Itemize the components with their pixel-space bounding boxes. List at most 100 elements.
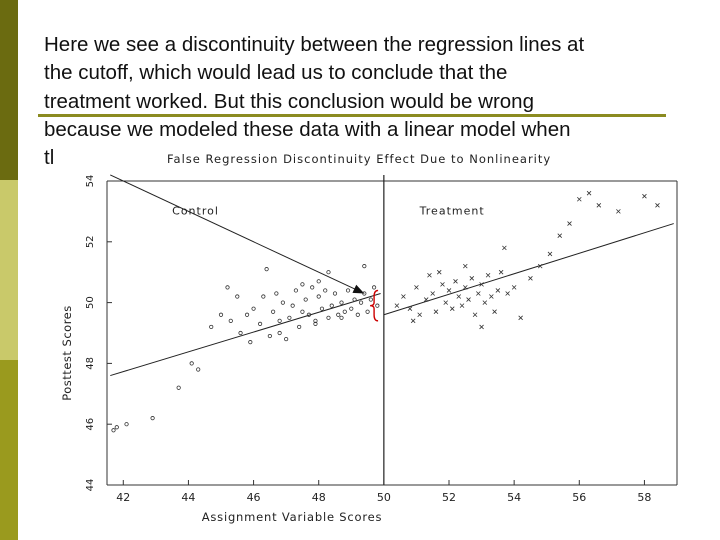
data-point-treatment [547, 251, 553, 257]
x-tick-label: 46 [247, 491, 261, 504]
data-point-control [300, 309, 305, 314]
x-tick-label: 50 [377, 491, 391, 504]
data-point-treatment [453, 279, 458, 284]
x-axis-label: Assignment Variable Scores [202, 510, 383, 524]
data-point-control [196, 367, 201, 372]
regression-line [110, 293, 381, 377]
data-point-control [313, 321, 318, 326]
data-point-control [316, 294, 321, 299]
x-tick-label: 58 [637, 491, 651, 504]
data-point-treatment [616, 209, 621, 214]
data-point-control [336, 312, 341, 317]
data-point-control [306, 312, 312, 317]
data-point-treatment [596, 203, 602, 208]
data-point-control [352, 297, 357, 302]
data-point-treatment [567, 221, 572, 226]
data-point-treatment [459, 303, 465, 308]
data-point-control [329, 303, 334, 308]
data-point-treatment [469, 275, 475, 281]
data-point-control [235, 294, 240, 299]
annotation-arrow-line [110, 174, 365, 294]
data-point-control [274, 291, 279, 296]
data-point-treatment [485, 272, 491, 278]
data-point-treatment [463, 285, 468, 290]
data-point-control [316, 279, 321, 284]
slide-sidebar [0, 0, 18, 540]
data-point-control [345, 288, 351, 293]
data-point-control [111, 428, 116, 433]
data-point-control [264, 267, 269, 272]
data-point-control [323, 288, 328, 293]
region-label-treatment: Treatment [419, 204, 485, 217]
data-point-treatment [446, 288, 452, 293]
slide-text-line: the cutoff, which would lead us to concl… [44, 61, 508, 85]
data-point-control [326, 270, 331, 275]
y-tick-label: 50 [85, 296, 96, 309]
data-point-treatment [537, 263, 543, 269]
data-point-control [362, 291, 367, 296]
data-point-treatment [492, 309, 497, 315]
data-point-treatment [410, 318, 416, 324]
data-point-control [277, 318, 282, 323]
data-point-treatment [463, 263, 468, 269]
y-tick-label: 44 [85, 479, 96, 492]
data-point-treatment [443, 300, 449, 305]
data-point-control [355, 312, 360, 317]
data-point-treatment [417, 312, 422, 318]
x-tick-label: 44 [181, 491, 195, 504]
data-point-control [375, 303, 380, 308]
data-points [111, 190, 660, 433]
data-point-treatment [518, 315, 523, 321]
data-point-control [238, 330, 243, 336]
data-point-control [300, 282, 305, 287]
data-point-control [342, 309, 347, 314]
data-point-control [280, 300, 285, 305]
data-point-control [339, 315, 344, 320]
axis-ticks: 42 44 46 48 50 52 54 56 58 44 46 48 50 52 54 [85, 175, 651, 504]
data-point-treatment [642, 193, 647, 199]
data-point-treatment [394, 303, 400, 308]
data-point-control [284, 336, 289, 342]
data-point-control [209, 324, 214, 330]
data-point-control [248, 340, 253, 345]
data-point-treatment [528, 275, 533, 281]
y-tick-label: 46 [85, 418, 96, 431]
annotation-arrowhead [352, 284, 365, 294]
slide-text-line: Here we see a discontinuity between the … [44, 33, 585, 56]
data-point-treatment [440, 282, 445, 287]
x-tick-label: 56 [572, 491, 586, 504]
data-point-control [365, 309, 370, 314]
data-point-treatment [498, 269, 504, 275]
data-point-control [114, 425, 119, 430]
regression-lines [110, 174, 674, 377]
data-point-control [124, 422, 129, 427]
data-point-treatment [489, 294, 494, 299]
slide-body-text: Here we see a discontinuity between the … [44, 31, 694, 172]
data-point-treatment [655, 203, 660, 208]
data-point-control [277, 330, 282, 336]
data-point-treatment [502, 245, 507, 251]
regression-discontinuity-chart: False Regression Discontinuity Effect Du… [55, 143, 695, 540]
data-point-control [176, 385, 181, 390]
chart-svg: False Regression Discontinuity Effect Du… [55, 143, 695, 535]
x-tick-label: 54 [507, 491, 521, 504]
data-point-treatment [505, 291, 510, 296]
data-point-control [349, 306, 354, 311]
data-point-control [287, 315, 292, 320]
discontinuity-brace [370, 289, 379, 322]
region-label-control: Control [172, 204, 219, 217]
sidebar-block-mid [0, 360, 18, 540]
data-point-control [244, 312, 250, 317]
y-tick-label: 52 [85, 235, 96, 248]
y-axis-label: Posttest Scores [60, 305, 74, 401]
data-point-control [319, 306, 325, 311]
title-divider-rule [38, 114, 666, 117]
y-tick-label: 54 [85, 175, 96, 188]
data-point-treatment [430, 291, 435, 296]
data-point-treatment [433, 309, 439, 315]
data-point-treatment [436, 269, 442, 275]
data-point-control [225, 285, 230, 290]
chart-title: False Regression Discontinuity Effect Du… [167, 152, 551, 166]
data-point-control [371, 285, 377, 290]
data-point-control [310, 285, 315, 290]
